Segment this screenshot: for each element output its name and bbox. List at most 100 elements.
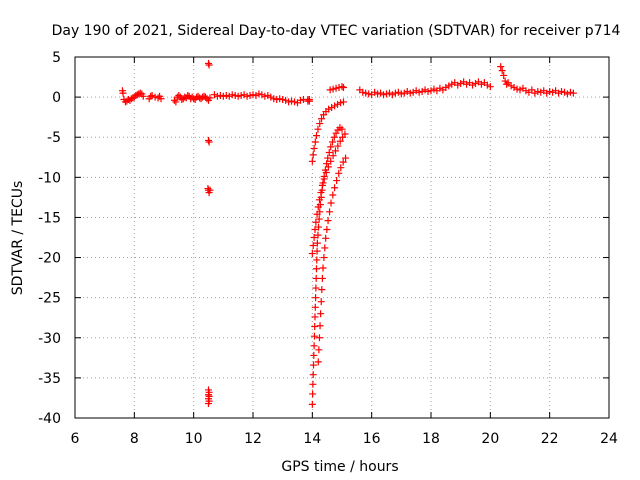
data-point [193, 93, 201, 101]
data-point [172, 98, 180, 106]
data-point [448, 80, 456, 88]
data-point [531, 89, 539, 97]
data-point [406, 89, 414, 97]
y-axis-label: SDTVAR / TECUs [10, 181, 26, 296]
data-point [383, 90, 390, 98]
data-point [421, 86, 429, 94]
data-point [338, 125, 346, 133]
data-point [309, 371, 317, 379]
data-point [291, 98, 299, 106]
data-point [320, 175, 328, 183]
data-point [133, 91, 141, 99]
data-point [503, 80, 511, 88]
data-point [314, 358, 322, 366]
data-point [339, 158, 347, 166]
data-point [234, 92, 242, 100]
grid [75, 57, 609, 418]
data-point [403, 87, 411, 95]
data-point [329, 138, 337, 146]
data-point [385, 89, 393, 97]
data-point [371, 88, 379, 96]
data-point [394, 88, 402, 96]
data-point [522, 87, 530, 95]
data-point [323, 225, 331, 233]
data-point [501, 77, 509, 85]
data-point [205, 61, 213, 69]
data-point [334, 100, 342, 108]
data-point [240, 91, 248, 99]
data-point [327, 143, 335, 151]
data-point [397, 90, 405, 98]
data-point [304, 96, 312, 104]
data-point [296, 96, 304, 104]
data-point [326, 208, 334, 216]
data-point [206, 186, 214, 194]
data-point [418, 87, 426, 95]
data-point [510, 83, 518, 91]
data-point [205, 138, 213, 146]
data-point [170, 96, 178, 104]
data-point [314, 203, 322, 211]
data-point [231, 92, 239, 100]
data-point [181, 93, 189, 101]
data-point [561, 88, 568, 96]
data-point [318, 181, 326, 189]
data-point [308, 250, 316, 258]
data-point [483, 81, 491, 89]
data-point [314, 125, 322, 133]
data-point [329, 85, 337, 93]
data-point [497, 63, 505, 71]
chart-title: Day 190 of 2021, Sidereal Day-to-day VTE… [52, 23, 621, 39]
series-band-late [304, 63, 577, 105]
data-point [507, 82, 515, 90]
data-point [228, 91, 236, 99]
series-arc-dip-2 [308, 98, 347, 165]
data-point [534, 87, 542, 95]
y-tick-label: -30 [38, 331, 61, 347]
data-point [237, 92, 245, 100]
data-point [311, 313, 319, 321]
x-tick-label: 14 [303, 431, 321, 447]
data-point [305, 97, 313, 105]
data-point [267, 93, 275, 101]
x-tick-label: 24 [600, 431, 618, 447]
data-point [119, 89, 127, 97]
tick-labels: 6 8 10 12 14 16 18 20 22 24 5 0 -5 -10 -15 -20 -25 -30 -35… [38, 50, 618, 447]
y-tick-label: -15 [38, 210, 61, 226]
data-point [335, 169, 343, 177]
data-point [249, 91, 257, 99]
data-point [322, 234, 330, 242]
data-point [261, 92, 269, 100]
data-point [546, 87, 554, 95]
data-point [219, 92, 227, 100]
data-point [222, 92, 230, 100]
data-point [549, 88, 557, 96]
data-point [315, 196, 323, 204]
data-point [331, 184, 339, 192]
y-tick-label: -25 [38, 291, 61, 307]
plot-frame [74, 56, 610, 419]
series-arc-dip-1 [308, 124, 346, 408]
data-point [313, 239, 321, 247]
data-point [179, 95, 187, 103]
data-point [216, 92, 224, 100]
data-point [388, 91, 396, 99]
data-point [327, 157, 335, 165]
data-point [336, 137, 344, 145]
data-point [279, 96, 287, 104]
data-point [276, 95, 284, 103]
data-point [124, 96, 132, 104]
data-point [427, 87, 435, 95]
data-point [310, 351, 318, 359]
data-point [469, 81, 477, 89]
data-point [313, 210, 321, 218]
data-point [285, 98, 293, 106]
data-point [400, 89, 408, 97]
data-point [327, 199, 335, 207]
data-point [324, 163, 332, 171]
data-point [555, 89, 563, 97]
x-tick-label: 20 [481, 431, 499, 447]
data-point [328, 104, 336, 112]
data-point [310, 332, 318, 340]
data-point [184, 92, 192, 100]
